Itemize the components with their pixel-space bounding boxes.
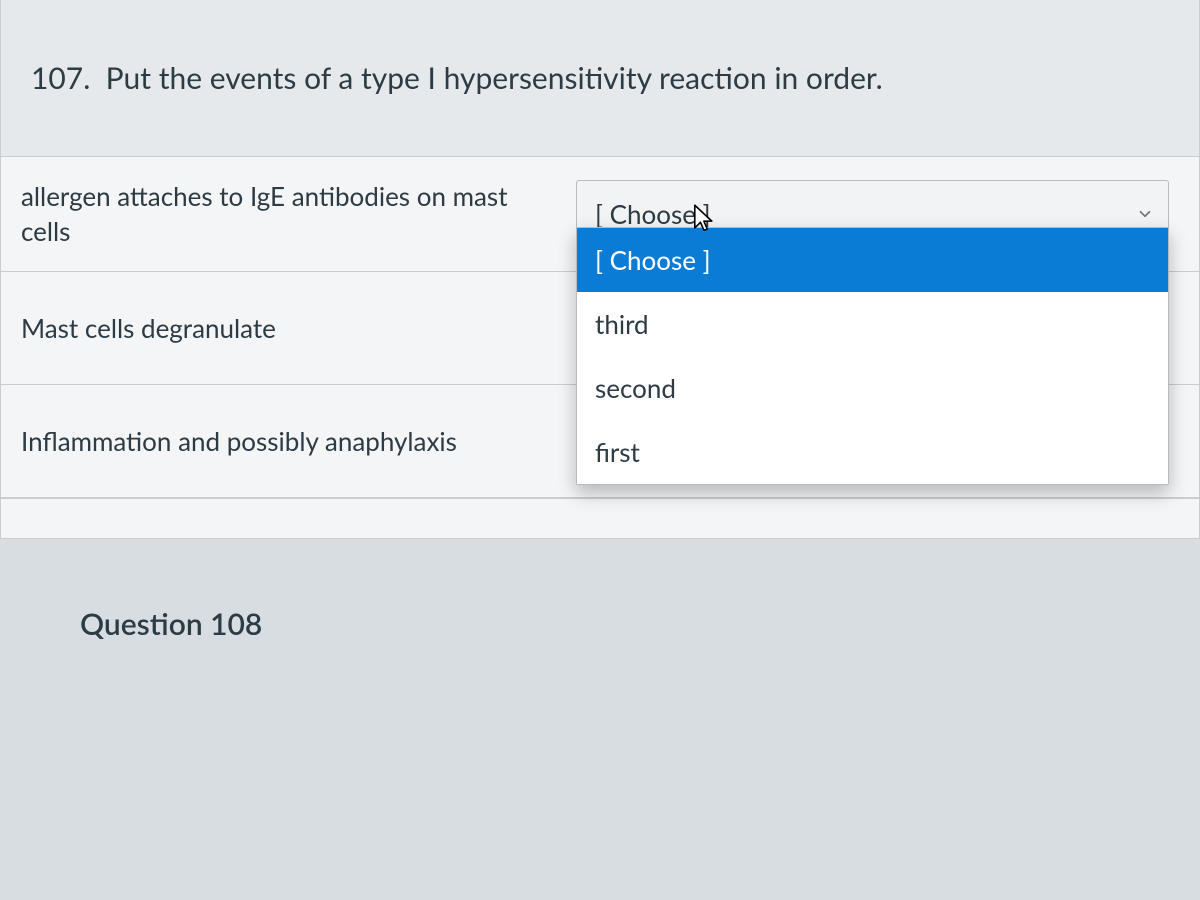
dropdown-option[interactable]: third [577,292,1168,356]
matching-rows: allergen attaches to IgE antibodies on m… [1,157,1199,538]
select-value: [ Choose ] [595,198,711,230]
chevron-down-icon [1136,205,1154,223]
question-number: 107. [31,60,90,96]
question-108-header: Question 108 [80,584,1120,664]
question-text: Put the events of a type I hypersensitiv… [106,60,883,96]
dropdown-option[interactable]: second [577,356,1168,420]
match-label: Mast cells degranulate [21,311,576,346]
next-question-label: Question 108 [80,584,1120,664]
order-select-dropdown: [ Choose ] third second first [576,227,1169,485]
question-prompt: 107. Put the events of a type I hypersen… [1,0,1199,157]
dropdown-option-placeholder[interactable]: [ Choose ] [577,228,1168,292]
match-label: allergen attaches to IgE antibodies on m… [21,179,576,249]
quiz-page: 107. Put the events of a type I hypersen… [0,0,1200,664]
match-label: Inflammation and possibly anaphylaxis [21,424,576,459]
question-107-card: 107. Put the events of a type I hypersen… [0,0,1200,539]
dropdown-option[interactable]: first [577,420,1168,484]
card-footer-spacer [1,498,1199,538]
